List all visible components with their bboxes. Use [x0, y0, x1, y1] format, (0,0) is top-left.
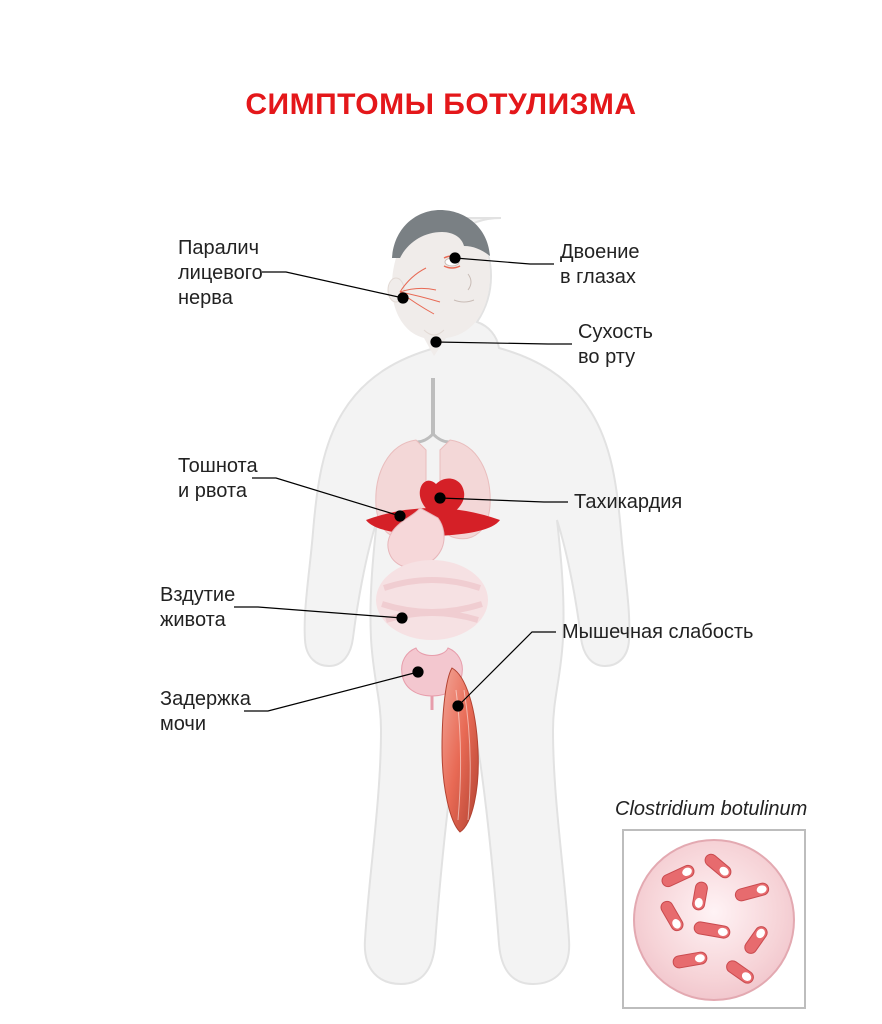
label-diplopia: Двоение в глазах — [560, 240, 640, 290]
lungs — [376, 378, 490, 539]
thigh-muscle — [442, 668, 478, 832]
label-dry_mouth: Сухость во рту — [578, 320, 653, 370]
pointer-lines — [234, 253, 572, 711]
inset-caption: Clostridium botulinum — [615, 798, 807, 821]
stomach — [388, 508, 444, 568]
label-nausea: Тошнота и рвота — [178, 454, 258, 504]
diagram-canvas — [0, 0, 882, 1024]
head — [388, 210, 490, 356]
heart — [420, 478, 464, 522]
label-tachycardia: Тахикардия — [574, 490, 682, 515]
diaphragm — [366, 508, 500, 536]
bacteria-inset — [623, 830, 805, 1008]
page-title: СИМПТОМЫ БОТУЛИЗМА — [0, 88, 882, 122]
label-bloating: Вздутие живота — [160, 583, 235, 633]
neck — [424, 330, 444, 335]
intestines — [376, 560, 488, 640]
label-facial_palsy: Паралич лицевого нерва — [178, 236, 263, 311]
label-weakness: Мышечная слабость — [562, 620, 753, 645]
label-urine: Задержка мочи — [160, 687, 251, 737]
bladder — [402, 648, 463, 710]
